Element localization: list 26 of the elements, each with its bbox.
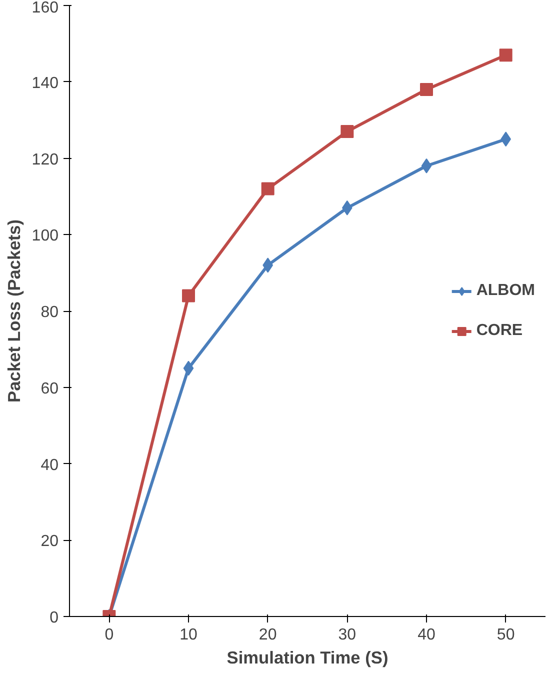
y-tick-label: 60: [40, 380, 59, 398]
legend-label: ALBOM: [476, 282, 535, 300]
x-axis-title: Simulation Time (S): [226, 648, 388, 668]
legend-label: CORE: [476, 322, 523, 340]
y-tick-label: 160: [32, 0, 59, 16]
point: [420, 83, 433, 96]
point: [340, 125, 354, 138]
point: [183, 360, 194, 376]
point: [182, 289, 195, 302]
x-tick-label: 50: [496, 626, 515, 644]
point: [421, 158, 432, 174]
y-tick-label: 140: [32, 74, 59, 92]
point: [261, 182, 274, 196]
x-tick-label: 20: [258, 626, 277, 644]
y-tick-label: 80: [40, 304, 59, 321]
x-tick-label: 30: [338, 626, 356, 644]
x-tick-label: 10: [180, 626, 198, 644]
y-tick-label: 40: [40, 456, 59, 474]
point: [499, 48, 512, 62]
y-tick-label: 20: [40, 533, 59, 550]
y-tick-label: 0: [50, 610, 59, 626]
y-tick-label: 100: [32, 228, 59, 245]
y-tick-label: 120: [32, 151, 59, 168]
y-axis-title: Packet Loss (Packets): [4, 219, 24, 402]
x-tick-label: 0: [104, 626, 114, 644]
x-tick-label: 40: [418, 626, 436, 644]
